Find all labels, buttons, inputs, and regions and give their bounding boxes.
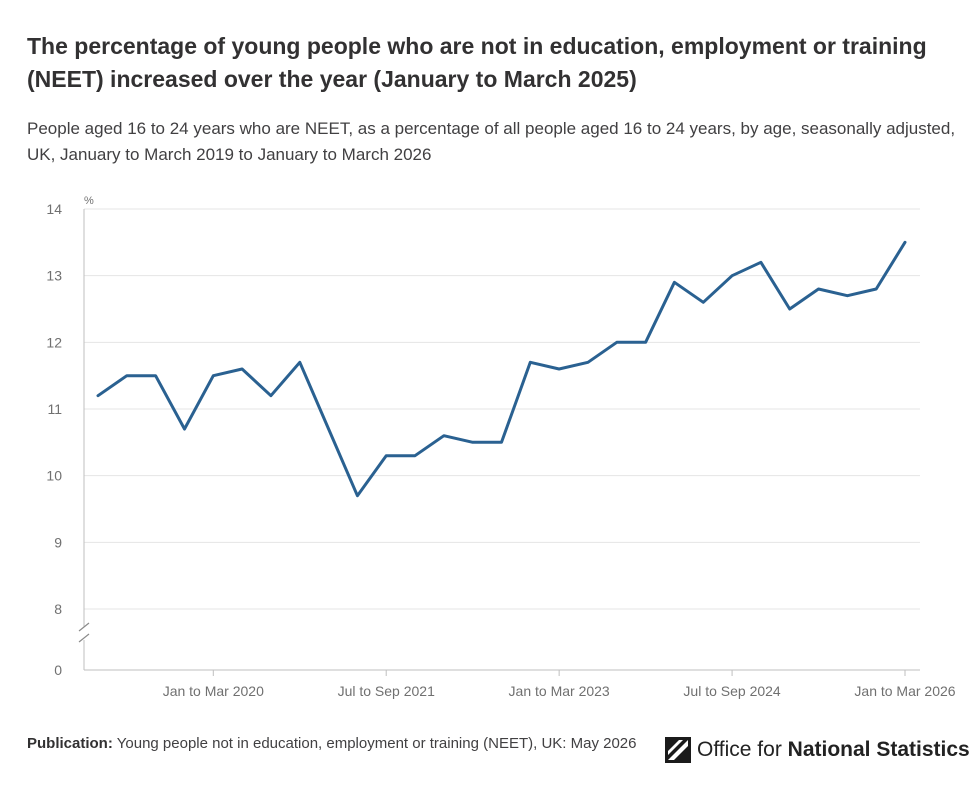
publication-label: Publication: [27,735,113,752]
y-tick-label: 13 [46,268,62,284]
chart-subtitle: People aged 16 to 24 years who are NEET,… [27,119,956,164]
x-tick-label: Jan to Mar 2020 [163,683,264,699]
data-point[interactable] [585,359,591,365]
axes [78,209,906,676]
data-point[interactable] [556,366,562,372]
chart-title: The percentage of young people who are n… [27,33,927,92]
y-tick-label: 0 [54,662,62,678]
data-point[interactable] [268,393,274,399]
x-tick-label: Jan to Mar 2026 [854,683,955,699]
series-layer [95,239,908,499]
data-point[interactable] [844,293,850,299]
data-point[interactable] [527,359,533,365]
y-tick-label: 12 [46,334,62,350]
data-point[interactable] [902,239,908,245]
data-point[interactable] [383,453,389,459]
data-point[interactable] [326,426,332,432]
gridlines [84,208,920,671]
series-line-neet [96,240,907,498]
data-point[interactable] [787,306,793,312]
y-axis-unit-label: % [84,195,94,207]
line-chart: 0 8 9 10 11 12 13 14 % Jan to Mar 2020 Jul to Sep … [46,195,955,699]
y-tick-label: 8 [54,601,62,617]
y-tick-label: 14 [46,201,62,217]
data-point[interactable] [181,426,187,432]
ons-logo-name: National Statistics [787,738,970,761]
data-point[interactable] [499,439,505,445]
data-point[interactable] [239,366,245,372]
tick-labels: 0 8 9 10 11 12 13 14 % Jan to Mar 2020 Jul to Sep … [46,195,955,699]
data-point[interactable] [354,493,360,499]
data-point[interactable] [153,373,159,379]
x-tick-label: Jul to Sep 2021 [338,683,436,699]
data-point[interactable] [643,339,649,345]
y-tick-label: 11 [47,401,62,417]
data-point[interactable] [758,259,764,265]
y-tick-label: 10 [46,468,62,484]
publication-text: Young people not in education, employmen… [116,735,637,752]
axis-break-mark [78,622,90,632]
y-tick-label: 9 [54,534,62,550]
data-point[interactable] [210,373,216,379]
ons-logo-icon [665,737,691,763]
data-point[interactable] [873,286,879,292]
data-point[interactable] [816,286,822,292]
data-point[interactable] [700,299,706,305]
data-point[interactable] [441,433,447,439]
ons-logo-prefix: Office for [697,738,782,761]
ons-logo: Office for National Statistics [665,737,970,763]
data-point[interactable] [671,279,677,285]
axis-break-mark [78,633,90,643]
data-point[interactable] [124,373,130,379]
data-point[interactable] [729,273,735,279]
ons-logo-text: Office for National Statistics [697,738,970,762]
data-point[interactable] [614,339,620,345]
data-point[interactable] [412,453,418,459]
data-point[interactable] [95,393,101,399]
x-tick-label: Jul to Sep 2024 [683,683,781,699]
x-tick-label: Jan to Mar 2023 [509,683,610,699]
publication-footer: Publication: Young people not in educati… [27,733,637,755]
data-point[interactable] [297,359,303,365]
data-point[interactable] [470,439,476,445]
